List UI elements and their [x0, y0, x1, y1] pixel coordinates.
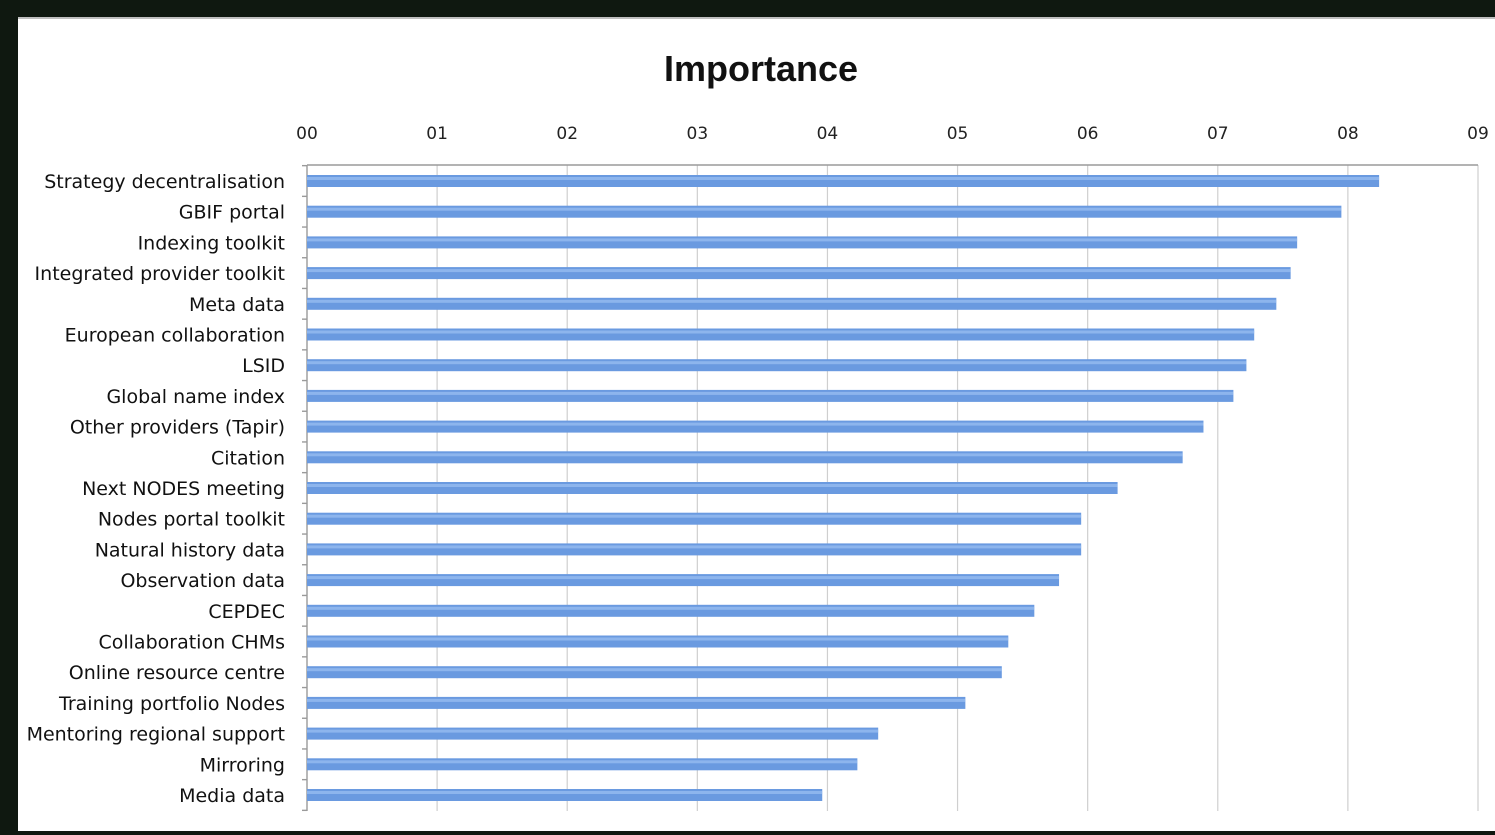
- bar: [307, 451, 1183, 464]
- category-label: Training portfolio Nodes: [58, 693, 285, 715]
- x-tick-label: 00: [296, 124, 318, 144]
- bar: [307, 574, 1060, 587]
- category-labels: Strategy decentralisation GBIF portal Inde…: [27, 171, 285, 807]
- bar-highlight: [307, 698, 966, 702]
- axes: [302, 164, 1478, 812]
- category-label: Online resource centre: [69, 662, 285, 684]
- bar: [307, 297, 1277, 310]
- bar-highlight: [307, 514, 1082, 518]
- bar-highlight: [307, 545, 1082, 549]
- x-tick-label: 02: [556, 124, 578, 144]
- bar-highlight: [307, 668, 1002, 672]
- x-tick-label: 03: [687, 124, 709, 144]
- bar-highlight: [307, 453, 1183, 457]
- chart-panel: Importance 00 01 02 03 04 05 06 07 08 09 Strategy…: [18, 17, 1495, 831]
- category-label: LSID: [242, 355, 285, 377]
- x-tick-label: 09: [1467, 124, 1489, 144]
- bar-highlight: [307, 299, 1277, 303]
- x-tick-label: 08: [1337, 124, 1359, 144]
- category-label: Observation data: [120, 570, 285, 592]
- x-tick-label: 04: [817, 124, 839, 144]
- bar-highlight: [307, 760, 858, 764]
- bar-highlight: [307, 576, 1060, 580]
- bar: [307, 512, 1082, 525]
- category-label: Mirroring: [200, 754, 285, 776]
- bar: [307, 635, 1009, 648]
- bar: [307, 727, 879, 740]
- bar: [307, 604, 1035, 617]
- bar: [307, 175, 1380, 187]
- category-label: Indexing toolkit: [138, 232, 285, 254]
- bar: [307, 789, 823, 801]
- bar: [307, 205, 1342, 218]
- importance-bar-chart: Importance 00 01 02 03 04 05 06 07 08 09 Strategy…: [27, 48, 1489, 812]
- bar-highlight: [307, 729, 879, 733]
- bar: [307, 482, 1118, 494]
- bar-highlight: [307, 791, 823, 794]
- category-label: Media data: [179, 785, 285, 807]
- bar: [307, 267, 1291, 280]
- bar-highlight: [307, 238, 1298, 242]
- bar-highlight: [307, 269, 1291, 273]
- bar: [307, 420, 1204, 433]
- bar: [307, 696, 966, 709]
- bar-highlight: [307, 177, 1380, 180]
- category-label: CEPDEC: [208, 601, 285, 623]
- bar-highlight: [307, 391, 1234, 395]
- bar-highlight: [307, 606, 1035, 610]
- category-label: Next NODES meeting: [82, 478, 285, 500]
- category-label: Citation: [211, 447, 285, 469]
- category-label: Global name index: [106, 386, 285, 408]
- category-label: Other providers (Tapir): [70, 417, 285, 439]
- bar: [307, 328, 1255, 341]
- bar-highlight: [307, 361, 1247, 365]
- category-label: Nodes portal toolkit: [98, 509, 285, 531]
- bar: [307, 359, 1247, 372]
- category-label: European collaboration: [65, 325, 285, 347]
- category-label: Collaboration CHMs: [98, 632, 285, 654]
- x-tick-label: 05: [947, 124, 969, 144]
- bar: [307, 666, 1002, 679]
- bar: [307, 236, 1298, 249]
- x-tick-labels: 00 01 02 03 04 05 06 07 08 09: [296, 124, 1489, 144]
- bar: [307, 389, 1234, 402]
- bar: [307, 758, 858, 771]
- category-label: Mentoring regional support: [27, 724, 285, 746]
- category-label: Natural history data: [95, 539, 285, 561]
- bars: [307, 175, 1380, 801]
- chart-title: Importance: [664, 48, 858, 89]
- category-label: GBIF portal: [179, 202, 285, 224]
- bar-highlight: [307, 637, 1009, 641]
- bar-highlight: [307, 422, 1204, 426]
- category-label: Meta data: [189, 294, 285, 316]
- bar-highlight: [307, 484, 1118, 487]
- bar-highlight: [307, 207, 1342, 211]
- bar-highlight: [307, 330, 1255, 334]
- category-label: Integrated provider toolkit: [35, 263, 285, 285]
- x-tick-label: 01: [426, 124, 448, 144]
- category-label: Strategy decentralisation: [44, 171, 285, 193]
- x-tick-label: 07: [1207, 124, 1229, 144]
- x-tick-label: 06: [1077, 124, 1099, 144]
- bar: [307, 543, 1082, 556]
